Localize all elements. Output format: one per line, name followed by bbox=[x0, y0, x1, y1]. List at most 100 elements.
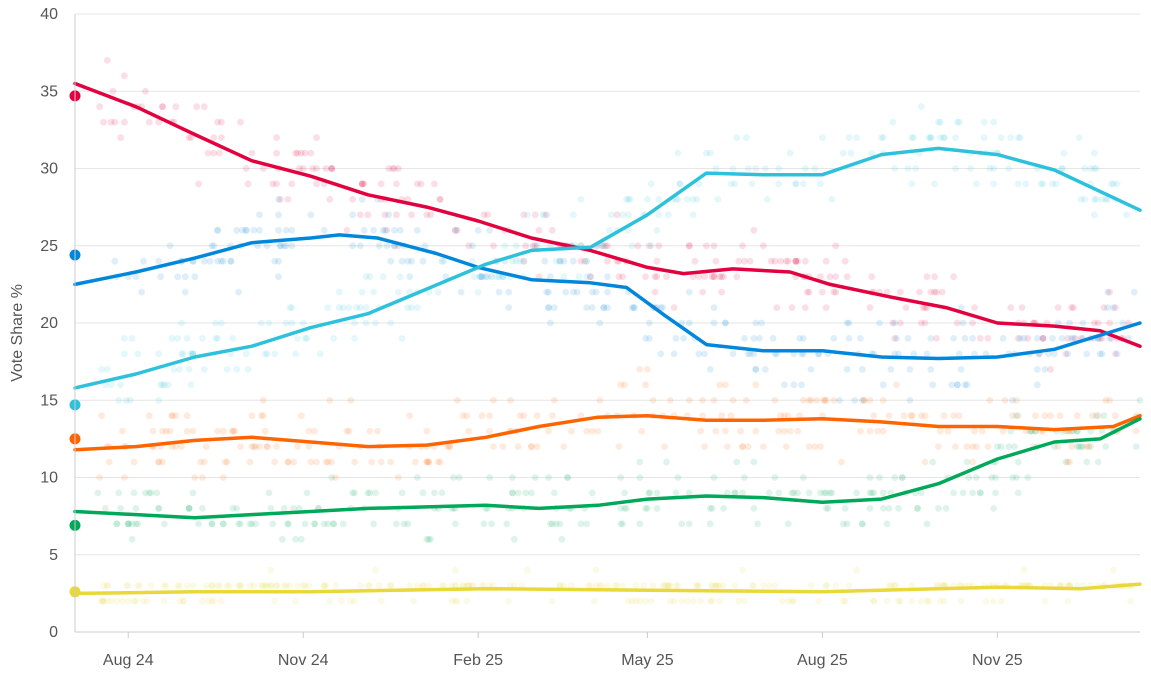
poll-dot bbox=[600, 304, 608, 311]
poll-dot bbox=[370, 288, 377, 296]
poll-dot bbox=[931, 273, 938, 281]
poll-dot bbox=[708, 582, 716, 589]
poll-dot bbox=[716, 381, 724, 389]
poll-dot bbox=[273, 582, 280, 589]
poll-dot bbox=[237, 582, 244, 589]
poll-dot bbox=[1079, 443, 1087, 450]
poll-dot bbox=[145, 489, 153, 497]
poll-dot bbox=[520, 211, 528, 219]
poll-dot bbox=[560, 273, 568, 281]
poll-dot bbox=[771, 257, 779, 265]
poll-dot bbox=[219, 257, 227, 265]
poll-dot bbox=[703, 242, 710, 250]
poll-dot bbox=[387, 582, 395, 589]
poll-dot bbox=[699, 396, 706, 404]
trend-lines-layer bbox=[73, 81, 1142, 596]
poll-dot bbox=[360, 226, 368, 234]
poll-dot bbox=[337, 597, 345, 605]
poll-dot bbox=[777, 257, 784, 265]
poll-dot bbox=[1014, 134, 1022, 142]
poll-dot bbox=[423, 458, 431, 466]
poll-dot bbox=[385, 211, 393, 219]
poll-dot bbox=[1039, 335, 1047, 342]
poll-dot bbox=[229, 427, 237, 435]
poll-dot bbox=[227, 257, 235, 265]
poll-dot bbox=[362, 319, 370, 327]
poll-dot bbox=[235, 520, 243, 528]
poll-dot bbox=[294, 335, 301, 342]
poll-dot bbox=[712, 165, 720, 172]
poll-dot bbox=[172, 412, 180, 420]
poll-dot bbox=[883, 520, 891, 528]
poll-dot bbox=[695, 273, 703, 281]
poll-dot bbox=[246, 582, 254, 589]
poll-dot bbox=[969, 458, 976, 466]
poll-dot bbox=[1014, 412, 1022, 420]
poll-dot bbox=[613, 582, 621, 589]
poll-dot bbox=[208, 520, 216, 528]
poll-dot bbox=[647, 242, 655, 250]
poll-dot bbox=[950, 412, 957, 420]
poll-dot bbox=[187, 381, 195, 389]
poll-dot bbox=[564, 474, 571, 481]
poll-dot bbox=[604, 304, 611, 311]
poll-dot bbox=[438, 582, 446, 589]
poll-dot bbox=[765, 582, 773, 589]
poll-dot bbox=[501, 242, 509, 250]
poll-dot bbox=[533, 242, 541, 250]
poll-dot bbox=[1039, 180, 1047, 188]
poll-dot bbox=[600, 242, 608, 250]
poll-dot bbox=[545, 288, 552, 296]
poll-dot bbox=[440, 582, 448, 589]
poll-dot bbox=[868, 489, 876, 497]
poll-dot bbox=[235, 288, 243, 296]
poll-dot bbox=[775, 427, 783, 435]
poll-dot bbox=[560, 443, 568, 450]
poll-dot bbox=[744, 165, 752, 172]
poll-dot bbox=[657, 350, 665, 358]
poll-dot bbox=[1092, 165, 1100, 172]
poll-dot bbox=[423, 458, 431, 466]
poll-dot bbox=[155, 118, 163, 126]
poll-dot bbox=[832, 242, 840, 250]
poll-dot bbox=[678, 520, 686, 528]
poll-dot bbox=[1064, 597, 1072, 605]
poll-dot bbox=[1039, 335, 1047, 342]
poll-dot bbox=[655, 211, 663, 219]
poll-dot bbox=[1007, 134, 1015, 142]
poll-dot bbox=[685, 520, 693, 528]
poll-dot bbox=[509, 257, 516, 265]
poll-dot bbox=[195, 520, 203, 528]
poll-dot bbox=[866, 505, 874, 512]
poll-dot bbox=[754, 520, 762, 528]
poll-dot bbox=[645, 242, 653, 250]
poll-dot bbox=[805, 443, 813, 450]
poll-dot bbox=[423, 427, 431, 435]
poll-dot bbox=[560, 582, 568, 589]
poll-dot bbox=[412, 458, 419, 466]
poll-dot bbox=[543, 288, 550, 296]
poll-dot bbox=[739, 242, 746, 250]
poll-dot bbox=[229, 427, 237, 435]
poll-dot bbox=[459, 582, 467, 589]
poll-dot bbox=[391, 226, 398, 234]
poll-dot bbox=[117, 134, 124, 142]
poll-dot bbox=[375, 242, 383, 250]
poll-dot bbox=[788, 489, 796, 497]
poll-dot bbox=[149, 427, 157, 435]
poll-dot bbox=[765, 489, 773, 497]
poll-dot bbox=[117, 505, 124, 512]
poll-dot bbox=[832, 288, 840, 296]
poll-dot bbox=[320, 582, 328, 589]
poll-dot bbox=[1047, 412, 1054, 420]
poll-dot bbox=[741, 474, 748, 481]
poll-dot bbox=[275, 226, 282, 234]
poll-dot bbox=[107, 597, 115, 605]
poll-dot bbox=[229, 505, 237, 512]
poll-dot bbox=[893, 335, 900, 342]
poll-dot bbox=[811, 165, 819, 172]
poll-dot bbox=[701, 273, 708, 281]
poll-dot bbox=[826, 489, 834, 497]
poll-dot bbox=[685, 489, 693, 497]
